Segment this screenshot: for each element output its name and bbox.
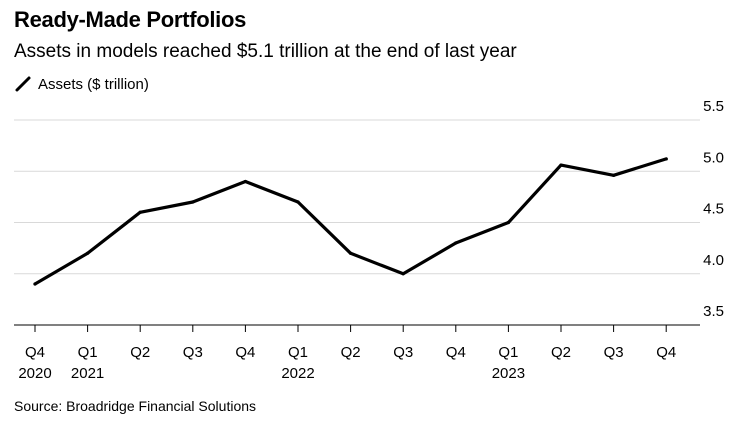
x-tick-label: Q1: [288, 344, 308, 361]
x-tick-label: Q2: [551, 344, 571, 361]
series-layer: [33, 157, 668, 286]
legend-line-icon: [15, 76, 31, 92]
data-point: [86, 251, 90, 255]
y-tick-label: 4.5: [703, 201, 724, 218]
x-tick-label: Q4: [656, 344, 676, 361]
gridlines: [14, 119, 700, 275]
data-point: [296, 200, 300, 204]
x-tick-label: Q1: [498, 344, 518, 361]
x-tick-label: Q3: [393, 344, 413, 361]
data-point: [191, 200, 195, 204]
data-point: [664, 157, 668, 161]
data-point: [138, 210, 142, 214]
data-point: [349, 251, 353, 255]
series-line: [33, 157, 668, 286]
data-point: [401, 272, 405, 276]
x-tick-label: Q4: [25, 344, 45, 361]
x-tick-label: Q2: [130, 344, 150, 361]
legend-label: Assets ($ trillion): [38, 75, 149, 93]
data-point: [559, 163, 563, 167]
x-tick-label: Q3: [183, 344, 203, 361]
x-year-label: 2021: [71, 365, 104, 382]
x-year-label: 2020: [18, 365, 51, 382]
data-point: [454, 241, 458, 245]
x-axis: Q4 2020 Q1 2021 Q2 Q3 Q4 Q1 2022 Q2 Q3 Q4 Q1 2023 Q2 Q3…: [14, 324, 700, 382]
x-tick-label: Q4: [446, 344, 466, 361]
x-year-label: 2023: [492, 365, 525, 382]
chart-subtitle: Assets in models reached $5.1 trillion a…: [14, 41, 517, 62]
source-note: Source: Broadridge Financial Solutions: [14, 398, 257, 414]
data-point: [506, 220, 510, 225]
y-tick-label: 5.5: [703, 98, 724, 115]
x-tick-label: Q1: [78, 344, 98, 361]
legend: Assets ($ trillion): [14, 74, 149, 94]
y-tick-label: 4.0: [703, 252, 724, 269]
data-point: [33, 282, 37, 286]
x-tick-label: Q3: [604, 344, 624, 361]
x-year-label: 2022: [281, 365, 314, 382]
y-tick-label: 5.0: [703, 149, 724, 166]
x-tick-label: Q4: [235, 344, 255, 361]
data-point: [243, 179, 247, 184]
y-tick-label: 3.5: [703, 303, 724, 320]
y-axis-tick-labels: 3.5 4.0 4.5 5.0 5.5: [703, 98, 724, 320]
data-point: [612, 173, 616, 177]
x-tick-label: Q2: [341, 344, 361, 361]
chart-title: Ready-Made Portfolios: [14, 7, 247, 32]
